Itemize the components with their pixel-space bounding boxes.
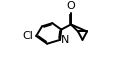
Text: O: O <box>67 1 75 11</box>
Text: Cl: Cl <box>23 31 34 41</box>
Text: N: N <box>61 35 70 45</box>
